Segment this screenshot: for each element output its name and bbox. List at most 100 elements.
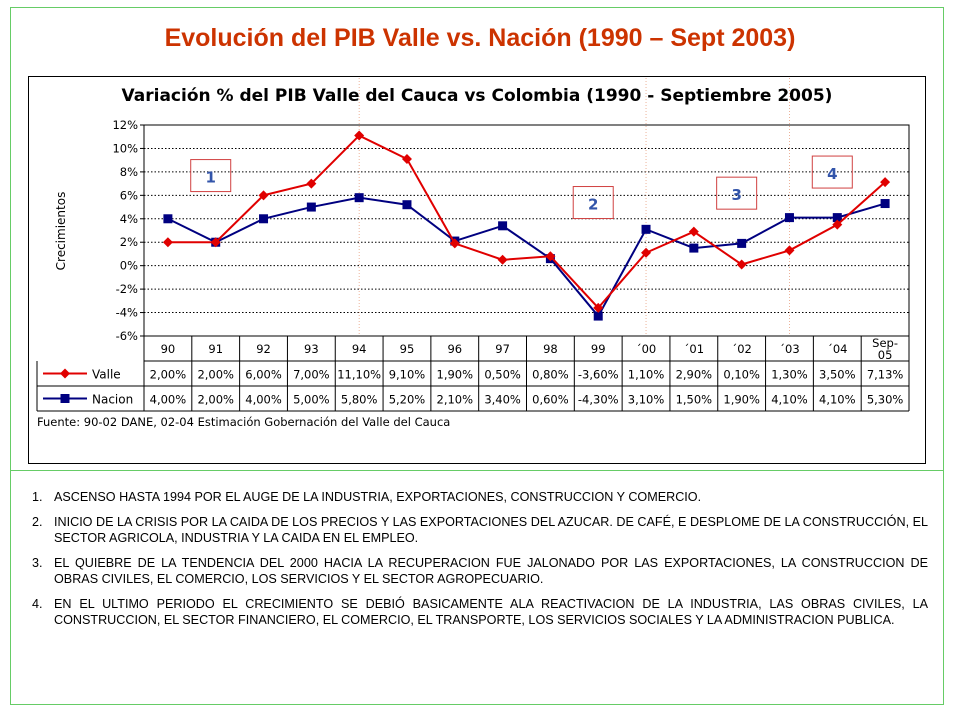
data-label: 1,90% bbox=[723, 393, 760, 407]
data-point bbox=[832, 213, 842, 223]
data-point bbox=[593, 302, 604, 313]
note-number: 3. bbox=[32, 555, 43, 570]
data-point bbox=[306, 202, 316, 212]
note-text: EN EL ULTIMO PERIODO EL CRECIMIENTO SE D… bbox=[54, 596, 928, 628]
x-tick-label: 95 bbox=[400, 342, 415, 356]
data-point bbox=[545, 251, 556, 262]
x-tick-label: ´01 bbox=[684, 342, 704, 356]
x-tick-label: 91 bbox=[208, 342, 223, 356]
x-tick-label: ´02 bbox=[731, 342, 751, 356]
data-point bbox=[162, 237, 173, 248]
note-text: INICIO DE LA CRISIS POR LA CAIDA DE LOS … bbox=[54, 514, 928, 546]
y-tick-label: 0% bbox=[120, 259, 138, 273]
data-label: 3,10% bbox=[628, 393, 665, 407]
data-point bbox=[354, 130, 365, 141]
source-note: Fuente: 90-02 DANE, 02-04 Estimación Gob… bbox=[37, 415, 450, 429]
data-label: 5,80% bbox=[341, 393, 378, 407]
data-label: 4,00% bbox=[245, 393, 282, 407]
data-label: -4,30% bbox=[578, 393, 619, 407]
note-item: 2. INICIO DE LA CRISIS POR LA CAIDA DE LO… bbox=[32, 514, 928, 547]
slide-title: Evolución del PIB Valle vs. Nación (1990… bbox=[164, 24, 796, 52]
data-label: 2,00% bbox=[150, 368, 187, 382]
legend-label: Valle bbox=[92, 368, 121, 382]
data-point bbox=[784, 245, 795, 256]
data-label: 4,10% bbox=[819, 393, 856, 407]
data-point bbox=[736, 259, 747, 270]
data-point bbox=[210, 237, 221, 248]
y-tick-label: 4% bbox=[120, 212, 138, 226]
series-line-valle bbox=[167, 134, 886, 310]
data-label: 1,50% bbox=[676, 393, 713, 407]
data-point bbox=[593, 311, 603, 321]
x-tick-label: 97 bbox=[495, 342, 510, 356]
data-point bbox=[354, 193, 364, 203]
note-item: 1. ASCENSO HASTA 1994 POR EL AUGE DE LA I… bbox=[32, 489, 928, 506]
data-label: 0,60% bbox=[532, 393, 569, 407]
x-tick-label: 90 bbox=[161, 342, 176, 356]
x-tick-label: ´03 bbox=[779, 342, 799, 356]
x-tick-label: ´00 bbox=[636, 342, 656, 356]
x-tick-label: 92 bbox=[256, 342, 271, 356]
data-point bbox=[832, 219, 843, 230]
y-tick-label: -6% bbox=[116, 329, 138, 343]
data-label: 4,10% bbox=[771, 393, 808, 407]
data-point bbox=[688, 226, 699, 237]
data-point bbox=[737, 238, 747, 248]
note-text: ASCENSO HASTA 1994 POR EL AUGE DE LA IND… bbox=[54, 490, 702, 504]
data-point bbox=[306, 178, 317, 189]
y-tick-label: 12% bbox=[112, 118, 138, 132]
pib-line-chart: Variación % del PIB Valle del Cauca vs C… bbox=[36, 77, 910, 429]
slide-divider bbox=[10, 470, 944, 471]
annotation-label: 1 bbox=[206, 169, 216, 187]
notes-list: 1. ASCENSO HASTA 1994 POR EL AUGE DE LA I… bbox=[32, 489, 928, 637]
x-tick-label: 05 bbox=[878, 348, 893, 362]
chart-container: Variación % del PIB Valle del Cauca vs C… bbox=[28, 76, 926, 464]
x-tick-label: 99 bbox=[591, 342, 606, 356]
data-point bbox=[641, 247, 652, 258]
annotation-box bbox=[190, 159, 232, 193]
x-tick-label: Sep- bbox=[872, 336, 898, 350]
data-point bbox=[641, 224, 651, 234]
annotation-label: 3 bbox=[731, 186, 741, 204]
note-number: 2. bbox=[32, 514, 43, 529]
x-tick-label: 93 bbox=[304, 342, 319, 356]
data-label: 3,50% bbox=[819, 368, 856, 382]
data-label: 11,10% bbox=[337, 368, 381, 382]
plot-area bbox=[143, 124, 910, 337]
note-item: 3. EL QUIEBRE DE LA TENDENCIA DEL 2000 HA… bbox=[32, 555, 928, 588]
y-axis-label: Crecimientos bbox=[54, 192, 68, 271]
data-label: 5,00% bbox=[293, 393, 330, 407]
data-point bbox=[880, 199, 890, 209]
data-label: 1,10% bbox=[628, 368, 665, 382]
data-label: 0,10% bbox=[723, 368, 760, 382]
data-label: 7,13% bbox=[867, 368, 904, 382]
annotation-label: 2 bbox=[588, 196, 598, 214]
chart-title: Variación % del PIB Valle del Cauca vs C… bbox=[122, 86, 833, 106]
data-label: 1,90% bbox=[437, 368, 474, 382]
data-label: 7,00% bbox=[293, 368, 330, 382]
data-point bbox=[498, 221, 508, 231]
data-label: 2,90% bbox=[676, 368, 713, 382]
note-item: 4. EN EL ULTIMO PERIODO EL CRECIMIENTO SE… bbox=[32, 596, 928, 629]
data-point bbox=[689, 243, 699, 253]
y-tick-label: -4% bbox=[116, 306, 138, 320]
data-label: 4,00% bbox=[150, 393, 187, 407]
x-tick-label: 96 bbox=[447, 342, 462, 356]
data-label: 5,30% bbox=[867, 393, 904, 407]
annotation-label: 4 bbox=[827, 165, 837, 183]
x-tick-label: 98 bbox=[543, 342, 558, 356]
annotation-box bbox=[716, 176, 758, 210]
data-label: 0,50% bbox=[484, 368, 521, 382]
data-point bbox=[449, 238, 460, 249]
data-point bbox=[880, 177, 891, 188]
annotation-box bbox=[572, 186, 614, 220]
x-tick-label: ´04 bbox=[827, 342, 847, 356]
y-tick-label: 10% bbox=[112, 141, 138, 155]
y-tick-label: 6% bbox=[120, 188, 138, 202]
data-label: 2,00% bbox=[197, 393, 234, 407]
data-label: 6,00% bbox=[245, 368, 282, 382]
slide-frame bbox=[10, 7, 944, 705]
note-number: 1. bbox=[32, 490, 43, 504]
series-line-nacion bbox=[167, 196, 886, 318]
data-point bbox=[784, 213, 794, 223]
